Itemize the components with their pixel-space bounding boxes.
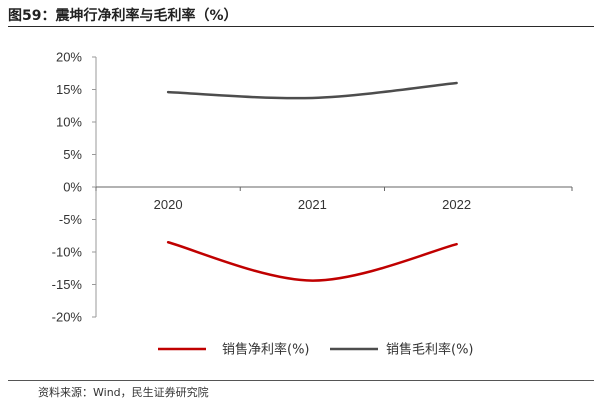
y-tick-label: 20% [56,50,82,65]
x-tick-label: 2020 [154,197,183,212]
legend-label-1: 销售净利率(%) [222,342,310,358]
y-axis: 20% 15% 10% 5% 0% -5% -10% -15% -20% [52,50,97,325]
source-note: 资料来源：Wind，民生证券研究院 [38,386,209,399]
title-divider [8,26,594,27]
y-tick-label: 10% [56,115,82,130]
series-layer [166,81,458,282]
y-tick-label: 5% [63,147,82,162]
y-tick-label: -15% [52,277,83,292]
legend: 销售净利率(%) 销售毛利率(%) [158,342,474,358]
y-tick-label: 15% [56,82,82,97]
y-tick-label: -10% [52,245,83,260]
legend-label-2: 销售毛利率(%) [386,342,474,358]
line-chart: 20%15%10%5%0%-5%-10%-15%-20% 2020 2021 202… [52,50,573,358]
x-axis: 2020 2021 2022 [95,186,573,212]
x-tick-label: 2021 [298,197,327,212]
y-tick-label: -20% [52,310,83,325]
y-tick-label: 0% [63,180,82,195]
chart-title: 图59：震坤行净利率与毛利率（%） [8,8,238,24]
source-divider [8,380,594,381]
series-line-2 [166,81,458,100]
x-tick-label: 2022 [442,197,471,212]
series-line-1 [166,241,458,282]
y-tick-label: -5% [59,212,83,227]
